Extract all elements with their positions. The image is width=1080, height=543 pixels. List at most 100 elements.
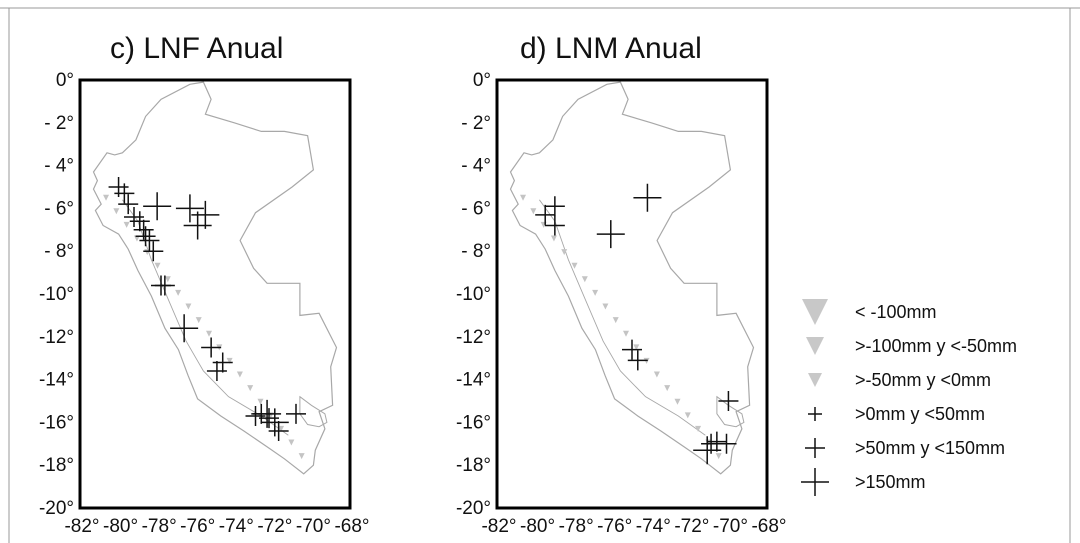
y-tick-label: 0° bbox=[473, 70, 491, 91]
y-tick-label: - 4° bbox=[461, 156, 491, 177]
station-marker bbox=[143, 192, 172, 221]
inner-contour bbox=[299, 395, 328, 428]
panel-title: d) LNM Anual bbox=[520, 32, 702, 65]
station-marker bbox=[535, 204, 556, 225]
coast-marker bbox=[195, 317, 202, 324]
y-tick-label: - 2° bbox=[44, 113, 74, 134]
coast-marker bbox=[175, 289, 182, 296]
coast-marker bbox=[103, 194, 110, 201]
coast-marker bbox=[633, 344, 640, 351]
station-marker bbox=[201, 337, 222, 358]
coast-marker bbox=[581, 276, 588, 283]
y-tick-labels: 0° - 2° - 4° - 6° - 8° -10° -12° -14° -16° -18° -2… bbox=[39, 70, 74, 519]
coast-marker bbox=[602, 303, 609, 310]
peru-map bbox=[509, 81, 755, 475]
x-tick-label: -68° bbox=[751, 516, 786, 537]
x-tick-label: -78° bbox=[559, 516, 594, 537]
station-marker bbox=[175, 194, 204, 223]
country-outline bbox=[509, 81, 755, 475]
station-marker bbox=[183, 211, 212, 240]
y-tick-label: - 6° bbox=[44, 198, 74, 219]
panel-lnm-anual: d) LNM Anual 0° - 2° - 4° - 6° - 8° -10° -12° -… bbox=[456, 32, 787, 537]
x-tick-label: -70° bbox=[296, 516, 331, 537]
plot-frame bbox=[78, 78, 352, 510]
station-marker bbox=[716, 433, 737, 454]
coast-marker bbox=[550, 235, 557, 242]
x-tick-label: -80° bbox=[520, 516, 555, 537]
y-tick-label: -14° bbox=[39, 370, 74, 391]
station-marker bbox=[139, 230, 160, 251]
station-marker bbox=[718, 391, 739, 411]
x-tick-label: -74° bbox=[219, 516, 254, 537]
x-tick-label: -76° bbox=[180, 516, 215, 537]
y-tick-label: -16° bbox=[39, 412, 74, 433]
x-tick-label: -80° bbox=[103, 516, 138, 537]
x-tick-label: -74° bbox=[636, 516, 671, 537]
markers bbox=[108, 177, 306, 441]
coast-marker bbox=[236, 371, 243, 378]
station-marker bbox=[268, 420, 289, 441]
y-tick-label: -18° bbox=[39, 455, 74, 476]
station-marker bbox=[633, 183, 662, 212]
station-marker bbox=[622, 339, 642, 360]
country-outline bbox=[92, 81, 338, 475]
y-tick-label: -12° bbox=[39, 327, 74, 348]
coast-marker bbox=[113, 208, 120, 215]
coast-marker bbox=[206, 330, 213, 337]
coast-marker bbox=[530, 208, 537, 215]
y-tick-label: -16° bbox=[456, 412, 491, 433]
station-marker bbox=[706, 431, 727, 452]
x-tick-label: -82° bbox=[64, 516, 99, 537]
x-tick-label: -72° bbox=[674, 516, 709, 537]
coast-marker bbox=[123, 221, 130, 228]
coast-marker bbox=[133, 235, 140, 242]
x-tick-labels: -82° -80° -78° -76° -74° -72° -70° -68° bbox=[481, 516, 786, 537]
coast-marker bbox=[612, 317, 619, 324]
panel-lnf-anual: c) LNF Anual 0° - 2° - 4° - 6° - 8° -10° -12° -… bbox=[39, 32, 370, 537]
x-tick-label: -76° bbox=[597, 516, 632, 537]
station-marker bbox=[627, 350, 648, 371]
station-marker bbox=[135, 226, 156, 247]
station-marker bbox=[124, 206, 144, 227]
coast-marker bbox=[715, 453, 722, 460]
legend-label: >-100mm y <-50mm bbox=[855, 336, 1017, 356]
inner-contour bbox=[122, 199, 289, 436]
inner-contour bbox=[716, 395, 745, 428]
inner-contour bbox=[539, 199, 706, 436]
coast-marker bbox=[571, 262, 578, 269]
station-marker bbox=[260, 408, 289, 437]
coast-marker bbox=[247, 385, 254, 392]
station-marker bbox=[544, 196, 565, 217]
legend-triangle-symbol bbox=[802, 299, 828, 325]
coast-marker bbox=[653, 371, 660, 378]
coast-marker bbox=[185, 303, 192, 310]
station-marker bbox=[693, 436, 722, 465]
station-marker bbox=[259, 408, 279, 429]
station-marker bbox=[154, 275, 175, 296]
coast-marker bbox=[288, 439, 295, 446]
station-marker bbox=[143, 241, 164, 262]
coast-marker bbox=[154, 262, 161, 269]
y-tick-labels: 0° - 2° - 4° - 6° - 8° -10° -12° -14° -16° -18° -2… bbox=[456, 70, 491, 519]
plot-frame bbox=[495, 78, 769, 510]
coast-marker bbox=[278, 425, 285, 432]
y-tick-label: -14° bbox=[456, 370, 491, 391]
x-tick-label: -82° bbox=[481, 516, 516, 537]
coast-marker bbox=[592, 289, 599, 296]
coast-marker bbox=[684, 412, 691, 419]
station-marker bbox=[170, 314, 199, 343]
y-tick-label: - 8° bbox=[44, 241, 74, 262]
y-tick-label: 0° bbox=[56, 70, 74, 91]
coast-marker bbox=[226, 357, 233, 364]
y-tick-label: -12° bbox=[456, 327, 491, 348]
legend-triangle-symbol bbox=[806, 337, 824, 355]
y-tick-label: - 6° bbox=[461, 198, 491, 219]
station-marker bbox=[118, 194, 139, 215]
y-tick-label: -10° bbox=[456, 284, 491, 305]
coast-marker bbox=[164, 276, 171, 283]
coast-marker bbox=[561, 249, 568, 256]
y-tick-label: - 2° bbox=[461, 113, 491, 134]
station-marker bbox=[253, 399, 282, 428]
panel-title: c) LNF Anual bbox=[110, 32, 283, 65]
station-marker bbox=[245, 405, 266, 426]
